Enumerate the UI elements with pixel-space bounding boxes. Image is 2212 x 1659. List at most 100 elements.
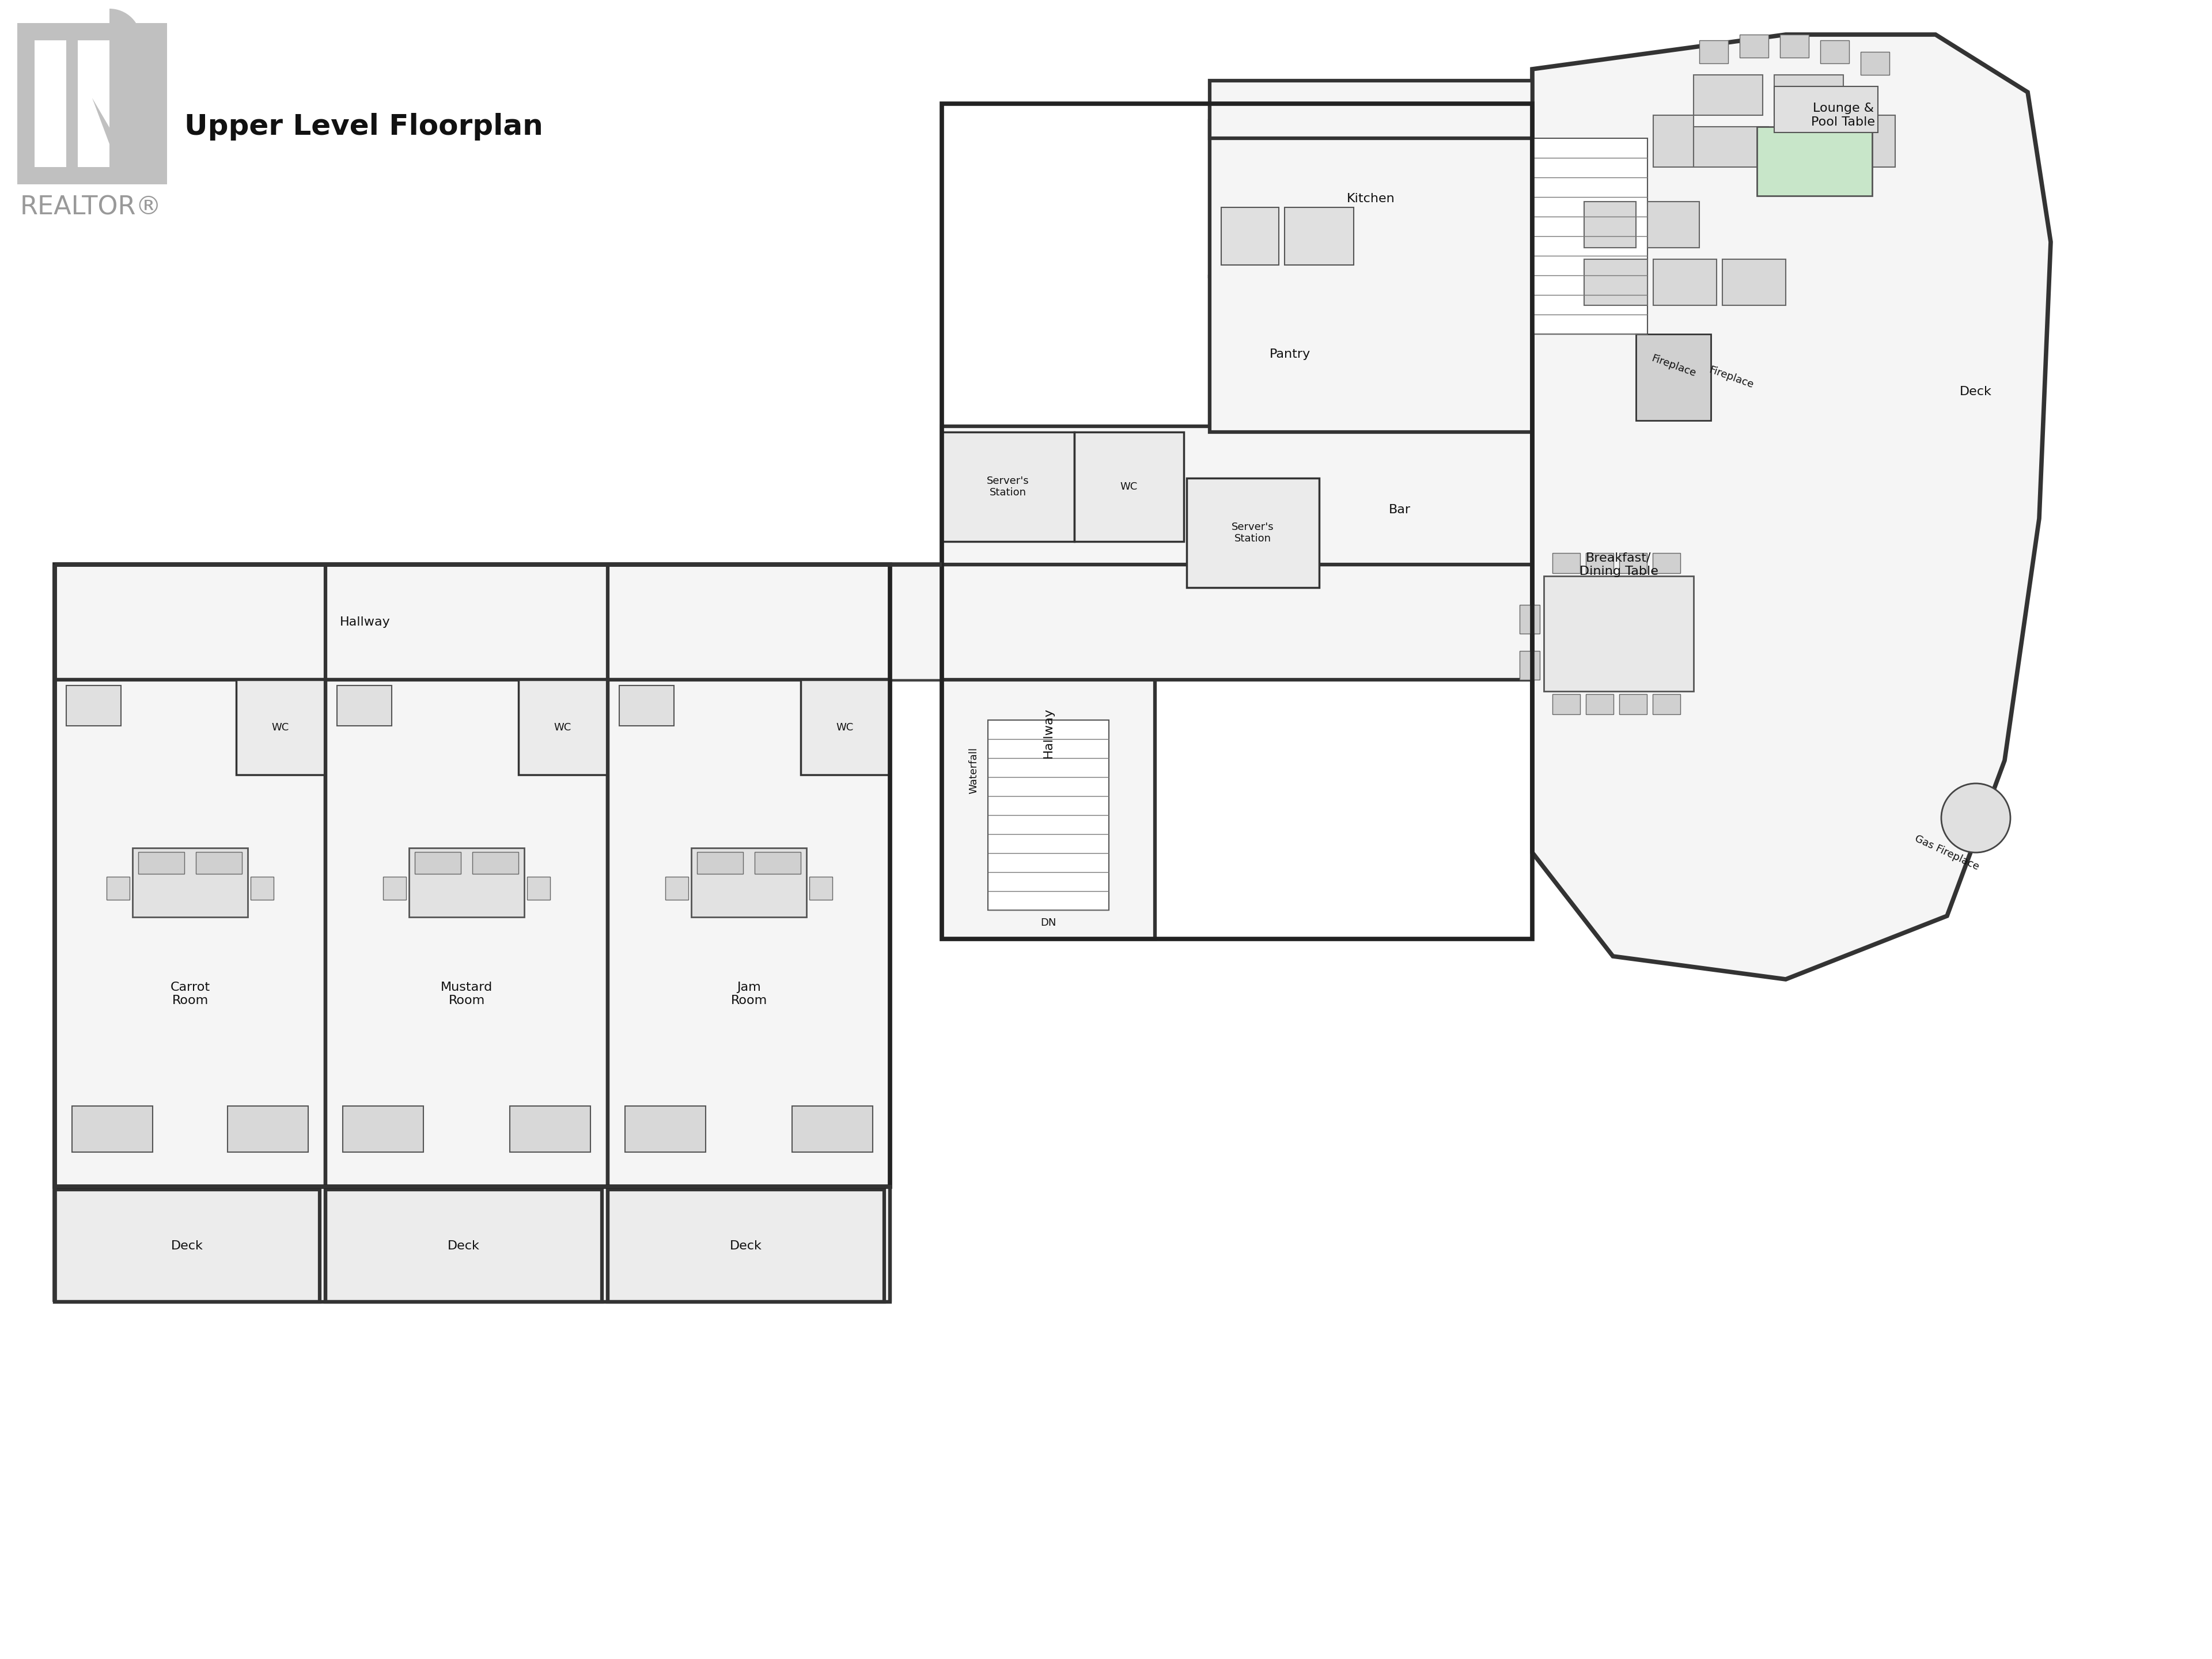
Bar xyxy=(1533,138,1648,333)
Bar xyxy=(1652,693,1681,715)
Wedge shape xyxy=(108,8,142,71)
Bar xyxy=(1210,105,1648,431)
Text: Carrot
Room: Carrot Room xyxy=(170,982,210,1007)
Bar xyxy=(810,876,832,899)
Bar xyxy=(626,1107,706,1151)
Bar xyxy=(237,680,325,775)
Bar xyxy=(35,40,66,168)
Text: Deck: Deck xyxy=(730,1241,763,1253)
Bar xyxy=(139,853,184,874)
Bar xyxy=(1318,431,1480,587)
Bar xyxy=(989,720,1108,911)
Bar xyxy=(1619,693,1648,715)
Bar xyxy=(55,564,942,680)
Bar xyxy=(1652,552,1681,572)
Bar xyxy=(942,564,1533,680)
Bar xyxy=(416,853,460,874)
Bar xyxy=(66,685,122,727)
Bar xyxy=(1694,75,1763,114)
Bar xyxy=(942,431,1075,541)
Bar xyxy=(526,876,551,899)
Text: WC: WC xyxy=(1119,481,1137,493)
Bar xyxy=(1553,552,1579,572)
Text: Lounge &
Pool Table: Lounge & Pool Table xyxy=(1812,103,1876,128)
Bar xyxy=(77,40,108,168)
Bar xyxy=(1586,552,1613,572)
Bar xyxy=(1075,431,1183,541)
Bar xyxy=(1637,333,1710,420)
Polygon shape xyxy=(55,564,942,1302)
Bar xyxy=(942,105,1533,939)
Bar xyxy=(106,876,131,899)
Bar xyxy=(55,1186,889,1302)
Bar xyxy=(197,853,241,874)
Bar xyxy=(133,848,248,917)
Bar xyxy=(343,1107,422,1151)
Text: Fireplace: Fireplace xyxy=(1650,353,1697,378)
Text: Upper Level Floorplan: Upper Level Floorplan xyxy=(184,113,544,141)
Bar xyxy=(1544,576,1694,692)
Circle shape xyxy=(1942,783,2011,853)
Bar xyxy=(325,1190,602,1302)
Bar xyxy=(1210,277,1371,431)
Text: Gas Fireplace: Gas Fireplace xyxy=(1913,833,1982,873)
Bar xyxy=(1699,40,1728,63)
Bar xyxy=(1221,207,1279,265)
Bar xyxy=(1210,81,1533,138)
Text: WC: WC xyxy=(272,722,290,733)
Text: Fireplace: Fireplace xyxy=(1708,365,1754,390)
Bar xyxy=(1210,121,1533,277)
Bar xyxy=(73,1107,153,1151)
Bar xyxy=(801,680,889,775)
Bar xyxy=(1652,259,1717,305)
Text: WC: WC xyxy=(553,722,571,733)
Bar xyxy=(383,876,407,899)
Bar xyxy=(1723,259,1785,305)
Text: REALTOR®: REALTOR® xyxy=(20,196,161,219)
Bar xyxy=(55,564,889,1186)
Bar xyxy=(697,853,743,874)
Bar xyxy=(942,564,1155,939)
Text: Pantry: Pantry xyxy=(1270,348,1312,360)
Bar xyxy=(518,680,608,775)
Bar xyxy=(1856,114,1896,168)
Polygon shape xyxy=(93,98,133,168)
Text: DN: DN xyxy=(1040,917,1057,927)
Bar xyxy=(619,685,675,727)
Bar xyxy=(1520,606,1540,634)
Bar xyxy=(1820,40,1849,63)
Bar xyxy=(1694,126,1767,168)
Bar xyxy=(1860,51,1889,75)
Text: Server's
Station: Server's Station xyxy=(987,476,1029,498)
Bar xyxy=(473,853,518,874)
Bar xyxy=(1520,650,1540,680)
Bar xyxy=(1186,478,1318,587)
Bar xyxy=(666,876,688,899)
Text: Deck: Deck xyxy=(170,1241,204,1253)
Bar xyxy=(1584,259,1648,305)
Bar xyxy=(1285,207,1354,265)
Text: Mustard
Room: Mustard Room xyxy=(440,982,493,1007)
Bar xyxy=(1584,202,1637,247)
Text: Kitchen: Kitchen xyxy=(1347,192,1396,204)
Bar xyxy=(55,680,325,1186)
Bar xyxy=(1739,35,1767,58)
Bar xyxy=(754,853,801,874)
Polygon shape xyxy=(1533,35,2051,979)
Text: Server's
Station: Server's Station xyxy=(1232,521,1274,544)
Bar xyxy=(608,1190,885,1302)
Bar xyxy=(942,426,1533,564)
Text: Deck: Deck xyxy=(447,1241,480,1253)
Bar xyxy=(1586,693,1613,715)
Text: Bar: Bar xyxy=(1389,504,1411,516)
Bar xyxy=(1781,35,1809,58)
Bar xyxy=(325,680,608,1186)
Bar xyxy=(1619,552,1648,572)
Bar xyxy=(1774,86,1878,133)
Bar xyxy=(18,23,168,184)
Text: Hallway: Hallway xyxy=(341,617,392,627)
Text: WC: WC xyxy=(836,722,854,733)
Bar xyxy=(608,680,889,1186)
Bar xyxy=(250,876,274,899)
Text: Waterfall: Waterfall xyxy=(969,747,978,793)
